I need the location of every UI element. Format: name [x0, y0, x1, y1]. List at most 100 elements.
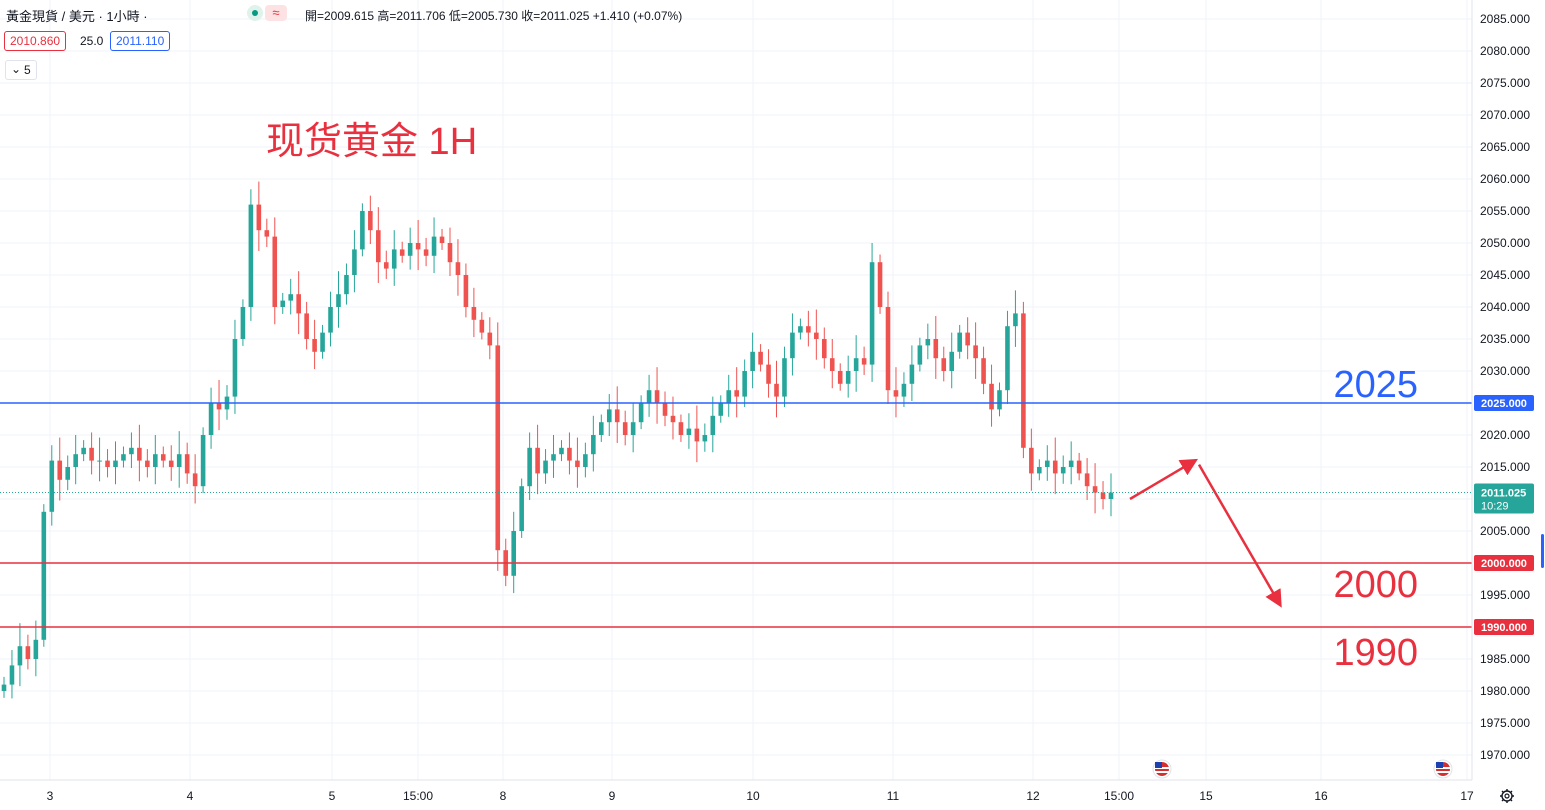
candle-series	[1, 181, 1114, 699]
candle-body	[49, 460, 55, 512]
price-tick-label: 2075.000	[1480, 76, 1530, 90]
candle-body	[320, 332, 325, 352]
candle-body	[33, 639, 39, 659]
last-price-value: 2011.025	[1481, 487, 1526, 499]
candle-body	[814, 332, 819, 339]
candle-body	[1092, 486, 1098, 493]
level-price-tag	[1474, 619, 1534, 635]
time-tick-label: 15:00	[1104, 789, 1134, 803]
time-tick-label: 17	[1460, 789, 1474, 803]
price-tick-label: 2030.000	[1480, 364, 1530, 378]
candle-body	[845, 371, 851, 384]
candle-body	[200, 435, 206, 487]
candle-body	[678, 422, 684, 435]
candle-body	[328, 307, 333, 333]
bid-price-button[interactable]: 2010.860	[4, 31, 67, 51]
candle-body	[439, 236, 445, 243]
axis-scroll-handle[interactable]	[1541, 534, 1544, 568]
level-price-tag	[1474, 395, 1534, 411]
level-price-tag-text: 1990.000	[1481, 622, 1527, 634]
price-tick-label: 2035.000	[1480, 332, 1530, 346]
candle-body	[256, 204, 262, 231]
candle-body	[312, 339, 317, 352]
candle-body	[599, 422, 604, 435]
market-status-icon[interactable]	[247, 5, 263, 21]
candle-body	[957, 332, 962, 352]
candle-body	[280, 300, 286, 307]
settings-gear-icon[interactable]	[1500, 789, 1514, 803]
candle-body	[391, 249, 397, 269]
candle-body	[495, 345, 501, 551]
candle-body	[113, 460, 118, 467]
candle-body	[989, 383, 994, 410]
candle-body	[686, 428, 692, 435]
candle-body	[806, 326, 811, 333]
candle-body	[798, 326, 803, 333]
candle-body	[614, 409, 620, 423]
candle-body	[877, 262, 883, 307]
level-label: 2025	[1333, 364, 1418, 406]
candle-body	[511, 531, 516, 576]
candle-body	[89, 447, 94, 461]
candle-body	[415, 243, 421, 250]
candle-body	[694, 428, 700, 442]
candle-body	[853, 358, 859, 371]
price-tick-label: 1995.000	[1480, 588, 1530, 602]
candle-body	[105, 460, 110, 467]
candle-body	[1044, 460, 1050, 467]
candle-body	[551, 454, 556, 461]
candle-body	[145, 460, 150, 467]
candle-body	[73, 454, 78, 467]
ask-price-button[interactable]: 2011.110	[110, 31, 171, 51]
candle-body	[1029, 447, 1034, 474]
candle-body	[240, 307, 246, 339]
candle-body	[997, 390, 1002, 410]
price-tick-label: 1980.000	[1480, 684, 1530, 698]
candle-body	[591, 435, 596, 455]
candle-body	[137, 447, 142, 461]
candle-body	[774, 383, 779, 397]
time-tick-label: 4	[187, 789, 194, 803]
price-tick-label: 2020.000	[1480, 428, 1530, 442]
candle-body	[758, 351, 763, 365]
indicator-toggle-button[interactable]: ⌄ 5	[5, 60, 37, 80]
level-price-tag-text: 2025.000	[1481, 398, 1527, 410]
approx-data-icon[interactable]: ≈	[265, 5, 287, 21]
candle-body	[622, 422, 628, 435]
candle-body	[487, 332, 493, 346]
candle-body	[726, 390, 732, 403]
spread-value: 25.0	[80, 34, 104, 48]
candle-body	[304, 313, 309, 339]
time-axis: 3 4 5 15:00 8 9 10 11 12 15:00 15 16 17	[0, 779, 1474, 803]
flag-icon[interactable]	[1152, 759, 1172, 779]
candle-body	[981, 358, 986, 384]
candle-body	[1060, 467, 1066, 474]
candle-body	[479, 319, 485, 333]
price-axis: 1970.000 1975.000 1980.000 1985.000 1990.000…	[1471, 0, 1530, 780]
candle-body	[670, 415, 676, 423]
candle-body	[1108, 492, 1114, 499]
price-tick-label: 2005.000	[1480, 524, 1530, 538]
time-tick-label: 9	[609, 789, 616, 803]
candle-body	[383, 262, 389, 269]
candle-body	[1068, 460, 1074, 467]
level-price-tag-text: 2000.000	[1481, 558, 1527, 570]
time-tick-label: 10	[746, 789, 760, 803]
time-tick-label: 15	[1199, 789, 1213, 803]
candle-body	[630, 422, 636, 435]
candle-body	[471, 307, 477, 320]
candle-body	[543, 460, 548, 474]
candle-body	[662, 403, 668, 416]
price-levels: 2025 2000 1990	[0, 364, 1472, 674]
candle-body	[575, 460, 580, 467]
candle-body	[1076, 460, 1082, 474]
candle-body	[208, 403, 214, 435]
flag-icon[interactable]	[1433, 759, 1453, 779]
candle-body	[176, 454, 182, 467]
price-tick-label: 2085.000	[1480, 12, 1530, 26]
candle-body	[734, 390, 739, 397]
symbol-title[interactable]: 黃金現貨 / 美元 · 1小時 ·	[6, 9, 148, 24]
candle-body	[965, 332, 970, 346]
candle-body	[1100, 492, 1106, 499]
